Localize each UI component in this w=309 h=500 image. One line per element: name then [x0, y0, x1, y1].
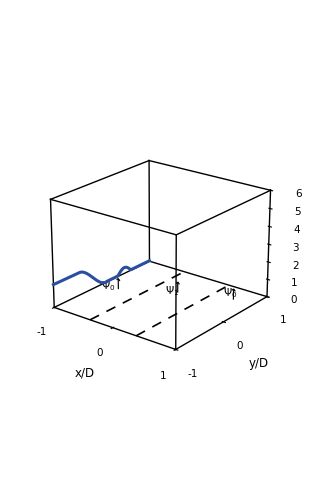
Y-axis label: y/D: y/D	[249, 357, 269, 370]
X-axis label: x/D: x/D	[74, 367, 95, 380]
